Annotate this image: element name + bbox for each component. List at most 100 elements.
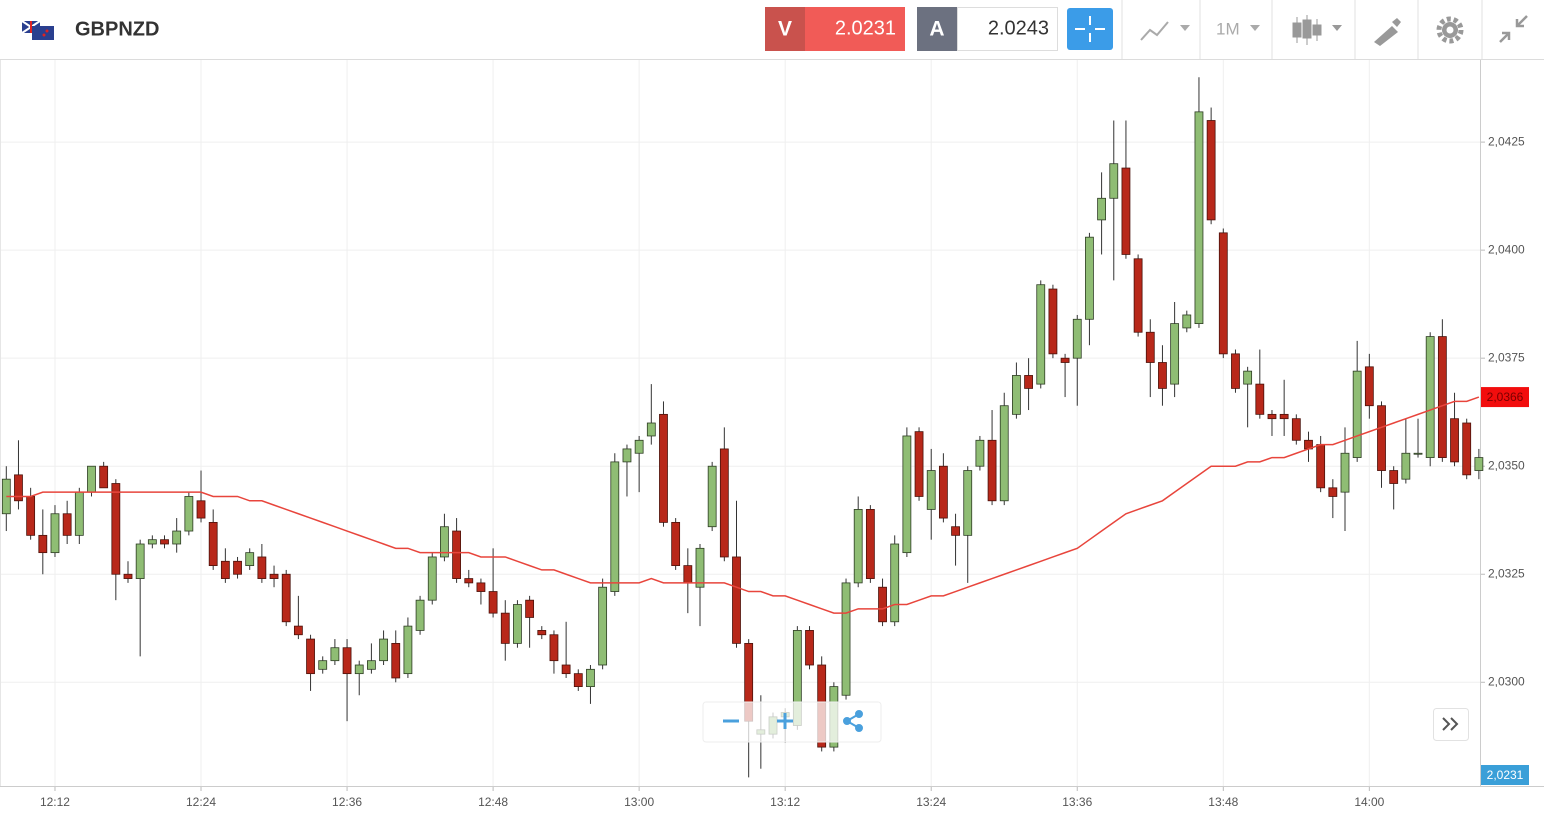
buy-button[interactable]	[917, 7, 957, 51]
candle-body	[281, 573, 291, 623]
candle-body	[306, 638, 315, 675]
candle-body	[805, 630, 814, 666]
candle-body	[233, 560, 242, 575]
x-tick-label: 14:00	[1354, 795, 1384, 809]
candle-body	[1267, 413, 1277, 420]
candle-body	[415, 599, 425, 631]
candle-body	[1182, 314, 1192, 329]
candle-body	[525, 599, 535, 618]
candle-body	[1158, 362, 1167, 389]
candle-body	[379, 638, 388, 662]
candle-body	[1206, 120, 1216, 221]
y-tick-label: 2,0325	[1488, 566, 1525, 580]
candle-body	[987, 439, 997, 502]
x-tick-label: 12:24	[186, 795, 216, 809]
crosshair-icon	[1075, 16, 1105, 42]
candle-body	[293, 625, 303, 636]
candle-body	[938, 465, 948, 519]
toolbar: GBPNZD V 2.0231 A 2.0243 1M	[0, 0, 1544, 60]
candle-body	[1145, 331, 1155, 363]
bid-price-label: 2,0231	[1487, 768, 1524, 782]
sell-price-box[interactable]	[805, 7, 905, 51]
draw-tool[interactable]	[1374, 18, 1401, 46]
candle-body	[330, 647, 340, 662]
candle-body	[1097, 197, 1106, 221]
sell-price: 2.0231	[835, 17, 896, 39]
symbol: GBPNZD	[75, 18, 159, 40]
candle-body	[500, 612, 510, 644]
x-tick-label: 12:48	[478, 795, 508, 809]
sell-button[interactable]	[765, 7, 805, 51]
candle-body	[1328, 487, 1338, 497]
x-tick-label: 13:12	[770, 795, 800, 809]
candle-body	[196, 500, 206, 519]
candle-body	[427, 556, 437, 601]
candle-body	[1291, 418, 1301, 441]
collapse-icon[interactable]	[1499, 15, 1528, 43]
candle-body	[1133, 258, 1143, 333]
settings-icon[interactable]	[1436, 16, 1464, 44]
x-tick-label: 13:00	[624, 795, 654, 809]
candle-body	[1024, 375, 1033, 389]
candle-body	[853, 509, 863, 584]
buy-price: 2.0243	[988, 17, 1049, 39]
zoom-in[interactable]	[777, 713, 793, 729]
candle-body	[1218, 232, 1228, 355]
candle-body	[707, 465, 717, 528]
candle-body	[1462, 422, 1472, 476]
candle-body	[963, 470, 973, 536]
candle-body	[610, 461, 620, 592]
timeframe-arrow	[1250, 25, 1260, 31]
candle-body	[719, 448, 729, 558]
candle-body	[318, 660, 328, 670]
candle-body	[123, 573, 133, 579]
candle-body	[1170, 323, 1180, 385]
candle-body	[878, 586, 887, 623]
candle-body	[269, 573, 279, 579]
chart-type-menu[interactable]	[1292, 15, 1342, 45]
candle-body	[1474, 457, 1484, 471]
candle-body	[1340, 452, 1350, 493]
candle-body	[902, 435, 912, 554]
bid-price-box	[1481, 765, 1529, 785]
candle-body	[841, 582, 851, 696]
candle-body	[671, 521, 681, 567]
indicator-menu[interactable]	[1140, 21, 1190, 41]
candle-body	[208, 521, 218, 567]
candle-body	[354, 664, 364, 675]
candle-body	[172, 530, 182, 545]
candle-body	[598, 586, 608, 666]
candle-body	[1255, 383, 1265, 415]
candle-body	[695, 547, 705, 588]
candle-body	[865, 509, 875, 579]
candle-body	[926, 470, 936, 510]
candle-body	[135, 543, 145, 579]
candle-body	[1243, 370, 1253, 385]
candle-body	[1121, 167, 1131, 255]
candle-body	[999, 405, 1009, 502]
candle-body	[220, 560, 230, 579]
candle-body	[561, 664, 571, 675]
candle-body	[391, 642, 401, 679]
share[interactable]	[843, 710, 863, 732]
candle-body	[622, 448, 632, 463]
candle-body	[50, 513, 60, 554]
timeframe[interactable]: 1M	[1216, 19, 1240, 38]
candle-body	[1389, 470, 1399, 484]
x-tick-label: 12:12	[40, 795, 70, 809]
y-tick-label: 2,0425	[1488, 134, 1525, 148]
crosshair-button[interactable]	[1067, 8, 1113, 50]
candle-body	[1194, 111, 1204, 325]
toolbar-separators	[1121, 0, 1483, 59]
candle-body	[99, 465, 109, 489]
candle-body	[74, 491, 84, 536]
candle-body	[160, 539, 169, 545]
candle-body	[513, 604, 522, 644]
scroll-right-button[interactable]	[1433, 708, 1469, 741]
moving-average	[6, 396, 1480, 614]
buy-price-box[interactable]	[957, 7, 1058, 51]
candle-body	[488, 591, 498, 614]
candle-body	[184, 496, 194, 532]
candle-body	[1377, 405, 1386, 471]
